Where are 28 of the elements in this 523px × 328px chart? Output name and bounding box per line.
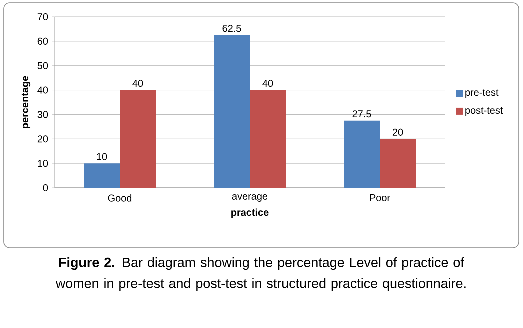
y-tick-label: 0 — [43, 184, 48, 192]
data-label: 10 — [97, 153, 108, 160]
legend-label: pre-test — [466, 90, 499, 98]
y-tick-label: 40 — [38, 86, 48, 94]
bar — [250, 90, 286, 188]
data-label: 62.5 — [222, 25, 242, 32]
bar — [344, 120, 380, 188]
y-tick-label: 70 — [38, 13, 48, 21]
legend-label: post-test — [466, 107, 504, 116]
y-tick-label: 60 — [38, 38, 48, 45]
bar — [380, 139, 416, 188]
bar — [120, 90, 156, 188]
y-axis-title: percentage — [22, 76, 31, 128]
text: Figure 2. Bar diagram showing the percentage Level of practice of women in pre-test and post-test in structured practice questionnaire. — [56, 258, 466, 291]
x-axis-title: practice — [232, 208, 269, 218]
bar — [214, 35, 250, 188]
data-label: 27.5 — [352, 110, 372, 118]
x-tick-label: Good — [108, 194, 132, 202]
x-tick-label: average — [232, 194, 268, 202]
data-label: 40 — [132, 80, 144, 88]
y-tick-label: 50 — [38, 62, 48, 70]
x-tick-label: Poor — [370, 194, 390, 202]
y-tick-label: 10 — [38, 160, 48, 168]
y-tick-label: 30 — [38, 111, 48, 118]
y-tick-label: 20 — [38, 136, 48, 143]
bar — [84, 164, 120, 188]
data-label: 40 — [262, 80, 274, 88]
data-label: 20 — [392, 128, 404, 136]
